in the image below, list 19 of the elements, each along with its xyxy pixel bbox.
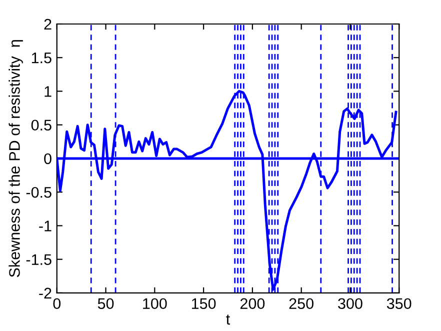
x-tick-label: 300 [338, 298, 362, 310]
x-tick-label: 50 [98, 298, 114, 310]
y-tick-label: 0.5 [31, 120, 52, 131]
y-tick-label: -1 [39, 220, 52, 232]
y-axis-title: Skewness of the PD of resistivity η [8, 40, 23, 278]
x-tick-label: 250 [289, 298, 314, 310]
y-tick-label: 2 [44, 18, 52, 30]
y-tick-label: -1.5 [26, 254, 52, 266]
x-axis-title: t [226, 314, 230, 325]
y-tick-label: 1.5 [32, 52, 52, 64]
y-tick-label: -2 [39, 288, 52, 298]
y-tick-label: 1 [44, 86, 52, 97]
x-tick-label: 0 [53, 298, 61, 310]
x-tick-label: 200 [240, 298, 265, 310]
x-tick-label: 100 [143, 298, 167, 310]
y-tick-label: -0.5 [26, 186, 52, 198]
x-tick-label: 150 [192, 298, 216, 310]
x-tick-label: 350 [386, 298, 412, 310]
y-tick-label: 0 [44, 153, 52, 164]
